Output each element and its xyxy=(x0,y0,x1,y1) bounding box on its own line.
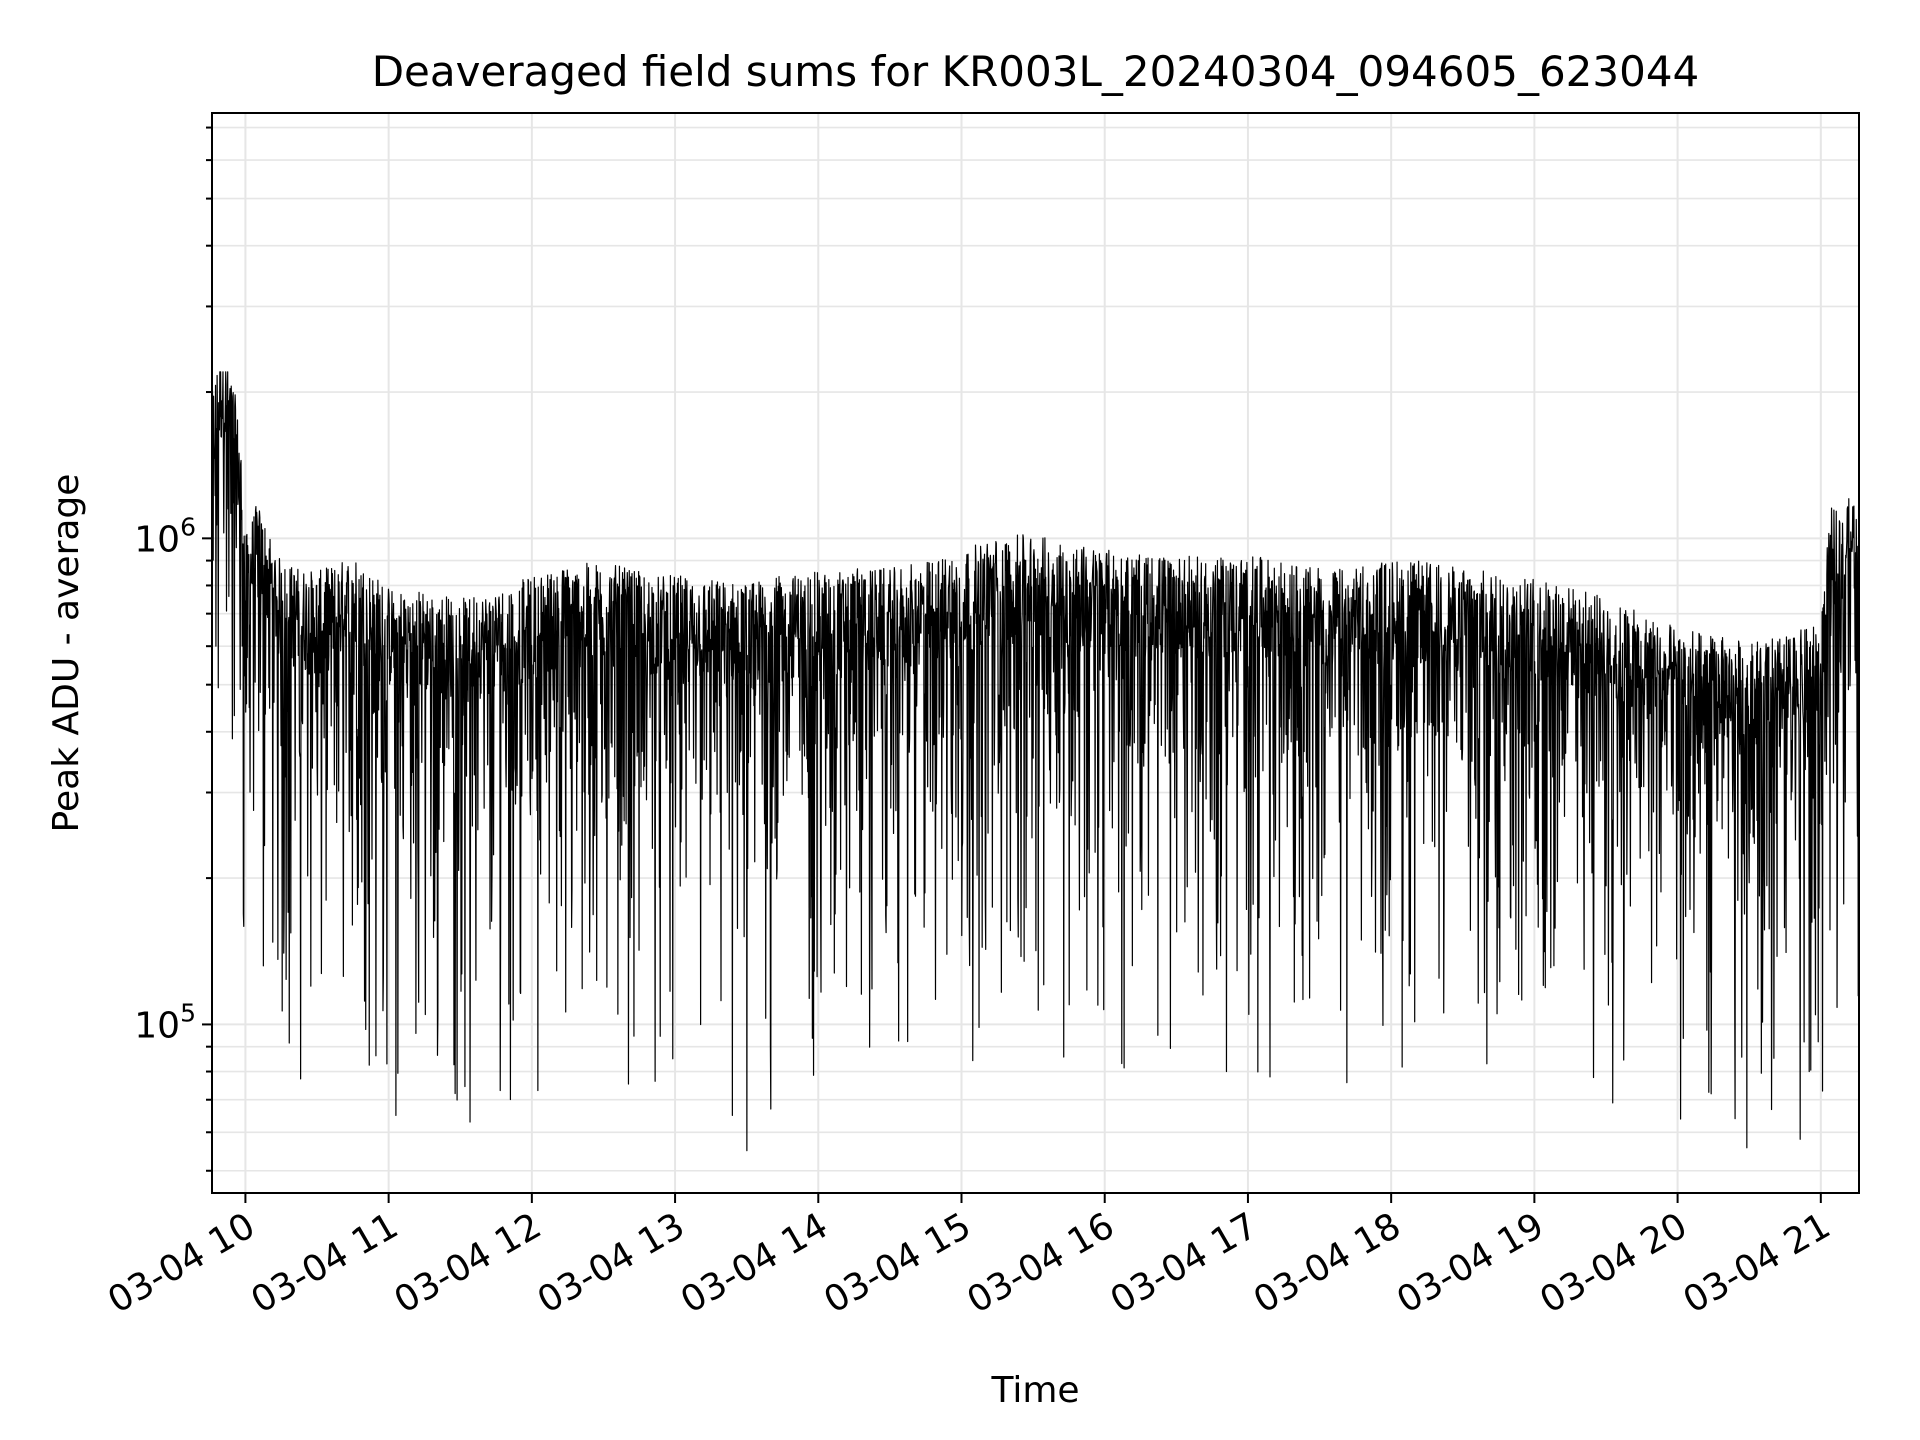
x-tick-label: 03-04 17 xyxy=(1104,1205,1265,1321)
x-tick-label: 03-04 10 xyxy=(101,1205,262,1321)
x-tick-label: 03-04 16 xyxy=(961,1205,1122,1321)
plot-frame xyxy=(211,112,1860,1194)
x-tick-label: 03-04 12 xyxy=(388,1205,549,1321)
x-axis-label: Time xyxy=(990,1370,1079,1411)
y-axis-label: Peak ADU - average xyxy=(46,474,87,833)
x-tick-label: 03-04 21 xyxy=(1677,1205,1838,1321)
x-tick-label: 03-04 15 xyxy=(817,1205,978,1321)
x-tick-label: 03-04 11 xyxy=(244,1205,405,1321)
x-tick-label: 03-04 14 xyxy=(674,1205,835,1321)
chart-title: Deaveraged field sums for KR003L_2024030… xyxy=(372,47,1700,96)
x-tick-label: 03-04 13 xyxy=(531,1205,692,1321)
x-tick-label: 03-04 18 xyxy=(1247,1205,1408,1321)
y-tick-label: 105 xyxy=(134,998,196,1046)
data-series xyxy=(211,371,1860,1152)
y-tick-label: 106 xyxy=(134,512,196,560)
x-tick-label: 03-04 20 xyxy=(1533,1205,1694,1321)
data-series-line xyxy=(211,371,1860,1152)
x-tick-label: 03-04 19 xyxy=(1390,1205,1551,1321)
